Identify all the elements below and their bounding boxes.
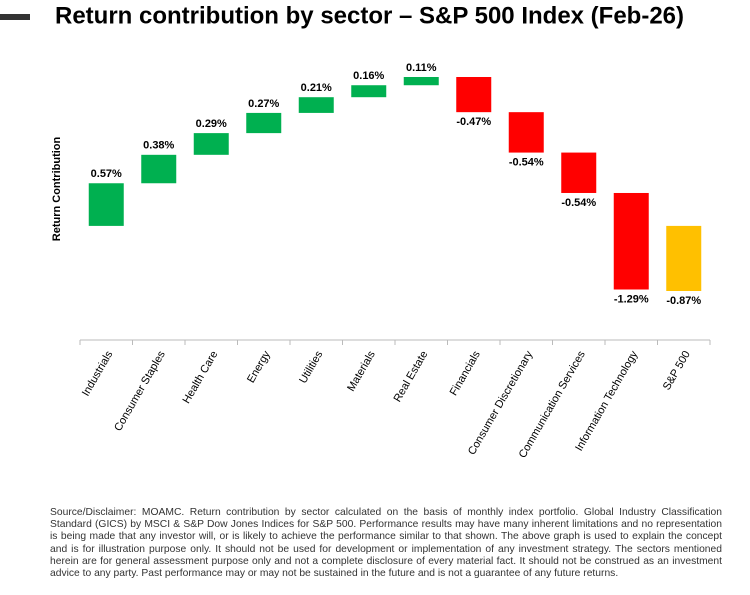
chart: Return contribution by sector – S&P 500 …: [0, 2, 711, 460]
bar: [508, 112, 544, 153]
data-label: 0.57%: [91, 168, 122, 180]
x-tick-label: Information Technology: [573, 349, 640, 454]
data-label: 0.16%: [353, 70, 384, 82]
data-label: -0.87%: [666, 295, 701, 307]
bar: [246, 112, 282, 134]
data-label: 0.21%: [301, 82, 332, 94]
bar: [193, 133, 229, 155]
bar: [666, 225, 702, 291]
x-tick-label: Materials: [345, 349, 378, 394]
data-label: -1.29%: [614, 293, 649, 305]
bar: [456, 77, 492, 113]
x-tick-label: S&P 500: [661, 349, 693, 392]
title-dash: [0, 14, 30, 20]
data-label: -0.54%: [509, 156, 544, 168]
x-tick-label: Energy: [245, 349, 273, 386]
data-label: 0.29%: [196, 118, 227, 130]
x-tick-label: Financials: [448, 349, 483, 398]
data-label: 0.27%: [248, 98, 279, 110]
bar: [351, 85, 387, 98]
bar: [298, 97, 334, 113]
bar: [403, 77, 439, 86]
data-label: 0.11%: [406, 62, 437, 74]
x-tick-label: Consumer Staples: [112, 349, 168, 434]
x-tick-label: Utilities: [297, 349, 325, 386]
footnote: Source/Disclaimer: MOAMC. Return contrib…: [50, 507, 722, 580]
y-axis-label: Return Contribution: [51, 136, 63, 241]
chart-title: Return contribution by sector – S&P 500 …: [55, 2, 684, 29]
data-label: 0.38%: [143, 140, 174, 152]
bar: [88, 183, 124, 226]
x-tick-label: Real Estate: [392, 349, 431, 404]
bar: [141, 154, 177, 184]
x-tick-label: Health Care: [181, 349, 221, 406]
bar: [613, 192, 649, 290]
data-label: -0.47%: [456, 116, 491, 128]
x-tick-label: Industrials: [80, 349, 116, 399]
data-label: -0.54%: [561, 197, 596, 209]
bar: [561, 152, 597, 193]
